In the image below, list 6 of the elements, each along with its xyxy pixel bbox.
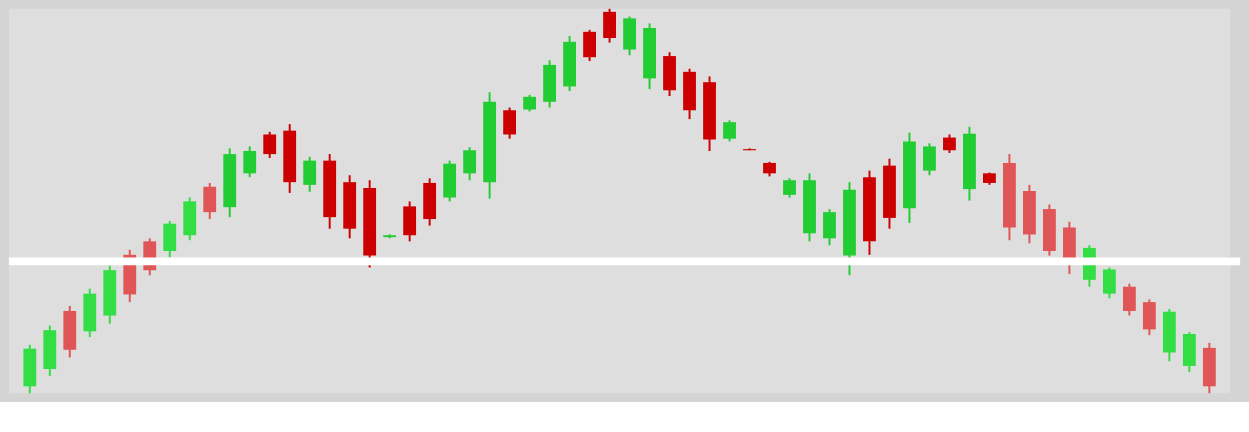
candlestick bbox=[463, 146, 477, 182]
candlestick bbox=[783, 177, 796, 199]
candlestick bbox=[263, 130, 277, 159]
candlestick bbox=[943, 133, 956, 154]
candlestick bbox=[723, 119, 736, 143]
candlestick bbox=[243, 145, 257, 179]
